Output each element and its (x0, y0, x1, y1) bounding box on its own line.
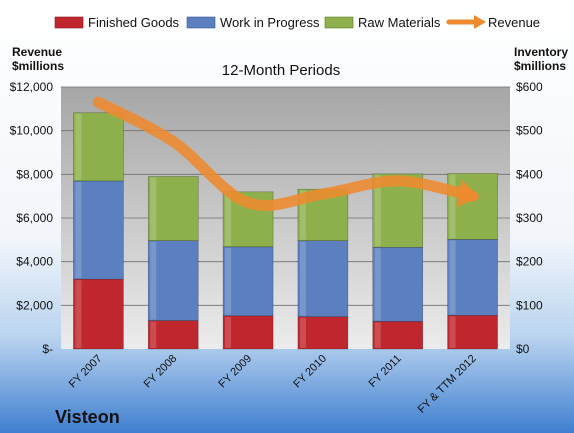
revenue-line (92, 96, 479, 212)
bar-highlight (150, 321, 157, 348)
bar-finished-goods-fy-2009 (222, 315, 274, 350)
bar-highlight (374, 322, 381, 348)
bar-finished-goods-fy-2010 (297, 316, 349, 350)
bar-highlight (449, 174, 456, 239)
legend-label-revenue: Revenue (488, 15, 540, 30)
bar-highlight (150, 241, 157, 320)
legend-arrow-revenue (474, 15, 486, 29)
bar-work-in-progress-fy-2007 (73, 180, 124, 280)
gridlines (61, 86, 510, 306)
bar-highlight (299, 190, 306, 240)
bar-work-in-progress-fy-2010 (297, 240, 349, 317)
bar-finished-goods-fy-2011 (372, 321, 424, 350)
left-axis-title-line2: $millions (12, 59, 64, 73)
left-tick-label: $8,000 (16, 167, 53, 181)
bar-work-in-progress-fy-ttm-2012 (447, 239, 498, 316)
bar-highlight (374, 174, 381, 247)
bar-highlight (225, 247, 232, 315)
right-tick-label: $0 (516, 342, 530, 356)
right-tick-label: $400 (516, 167, 543, 181)
right-tick-label: $300 (516, 211, 543, 225)
bar-finished-goods-fy-ttm-2012 (447, 315, 498, 350)
revenue-arrowhead (456, 179, 481, 208)
left-tick-label: $4,000 (16, 255, 53, 269)
right-axis-title-line1: Inventory (514, 45, 568, 59)
tick-labels: $- $2,000 $4,000 $6,000 $8,000 $10,000 $12,000… (10, 80, 543, 356)
right-tick-label: $600 (516, 80, 543, 94)
bar-work-in-progress-fy-2009 (222, 246, 274, 317)
bar-highlight (374, 248, 381, 321)
left-tick-label: $6,000 (16, 211, 53, 225)
bar-raw-materials-fy-ttm-2012 (447, 173, 498, 240)
left-tick-label: $2,000 (16, 298, 53, 312)
right-tick-label: $500 (516, 124, 543, 138)
left-axis-title-line1: Revenue (12, 45, 62, 59)
revenue-point-fy-ttm-2012 (472, 196, 473, 197)
right-axis-title-line2: $millions (514, 59, 566, 73)
legend: Finished Goods Work in Progress Raw Mate… (54, 15, 540, 30)
bar-highlight (449, 240, 456, 315)
revenue-point-fy-2011 (397, 180, 398, 181)
bar-highlight (75, 113, 82, 180)
bar-highlight (150, 177, 157, 240)
revenue-point-fy-2009 (248, 202, 249, 203)
bar-highlight (75, 181, 82, 279)
bar-work-in-progress-fy-2011 (372, 246, 424, 322)
bar-highlight (299, 317, 306, 348)
bar-highlight (225, 192, 232, 246)
left-tick-label: $10,000 (10, 124, 54, 138)
right-tick-label: $100 (516, 298, 543, 312)
legend-label-work-in-progress: Work in Progress (220, 15, 320, 30)
revenue-point-fy-2008 (173, 141, 174, 142)
company-name: Visteon (55, 407, 120, 427)
bar-highlight (299, 241, 306, 316)
bar-raw-materials-fy-2008 (147, 176, 199, 242)
bar-highlight (75, 280, 82, 348)
bar-finished-goods-fy-2008 (147, 320, 199, 350)
revenue-point-fy-2007 (98, 102, 99, 103)
chart-title: 12-Month Periods (222, 62, 340, 79)
bar-finished-goods-fy-2007 (73, 278, 124, 350)
bar-highlight (225, 316, 232, 348)
bars (73, 112, 498, 350)
bar-work-in-progress-fy-2008 (147, 240, 199, 321)
legend-label-finished-goods: Finished Goods (88, 15, 180, 30)
bar-raw-materials-fy-2007 (73, 112, 124, 182)
legend-swatch-work-in-progress (186, 16, 216, 29)
bar-highlight (449, 316, 456, 348)
left-tick-label: $12,000 (10, 80, 54, 94)
right-tick-label: $200 (516, 255, 543, 269)
legend-swatch-raw-materials (324, 16, 354, 29)
legend-label-raw-materials: Raw Materials (358, 15, 441, 30)
revenue-point-fy-2010 (322, 193, 323, 194)
legend-swatch-finished-goods (54, 16, 84, 29)
left-tick-label: $- (42, 342, 53, 356)
revenue-line-layer (92, 96, 481, 212)
